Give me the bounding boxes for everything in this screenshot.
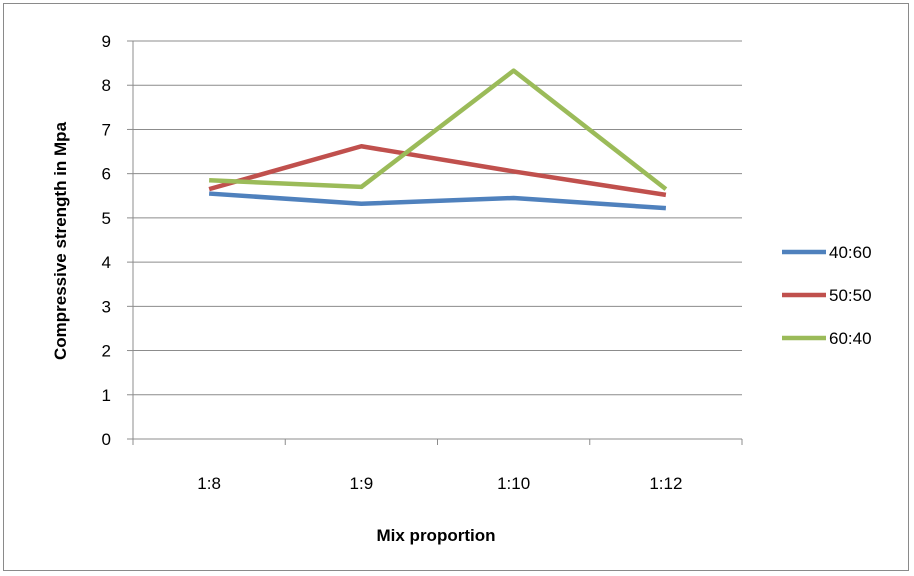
y-tick-label: 8	[102, 76, 111, 95]
x-tick-label: 1:8	[197, 474, 221, 493]
gridlines	[133, 40, 742, 396]
y-tick-label: 4	[102, 253, 111, 272]
axes	[127, 40, 743, 445]
y-tick-label: 6	[102, 165, 111, 184]
legend: 40:60 50:50 60:40	[782, 243, 872, 348]
chart-frame	[3, 3, 909, 571]
y-axis-title: Compressive strength in Mpa	[51, 121, 70, 360]
legend-label: 50:50	[829, 286, 872, 305]
y-tick-labels: 0 1 2 3 4 5 6 7 8 9	[102, 32, 111, 449]
x-tick-label: 1:9	[350, 474, 374, 493]
legend-label: 40:60	[829, 243, 872, 262]
y-tick-label: 1	[102, 386, 111, 405]
x-tick-label: 1:12	[649, 474, 682, 493]
series-line-50-50	[208, 143, 667, 198]
x-tick-label: 1:10	[497, 474, 530, 493]
x-axis-title: Mix proportion	[377, 526, 496, 545]
series-line-40-60	[208, 191, 667, 211]
x-tick-labels: 1:8 1:9 1:10 1:12	[197, 474, 682, 493]
y-tick-label: 5	[102, 209, 111, 228]
y-tick-label: 2	[102, 342, 111, 361]
y-tick-label: 0	[102, 430, 111, 449]
series-lines	[208, 68, 668, 211]
y-tick-label: 3	[102, 297, 111, 316]
legend-label: 60:40	[829, 329, 872, 348]
series-line-60-40	[209, 68, 668, 191]
y-tick-label: 7	[102, 120, 111, 139]
y-tick-label: 9	[102, 32, 111, 51]
